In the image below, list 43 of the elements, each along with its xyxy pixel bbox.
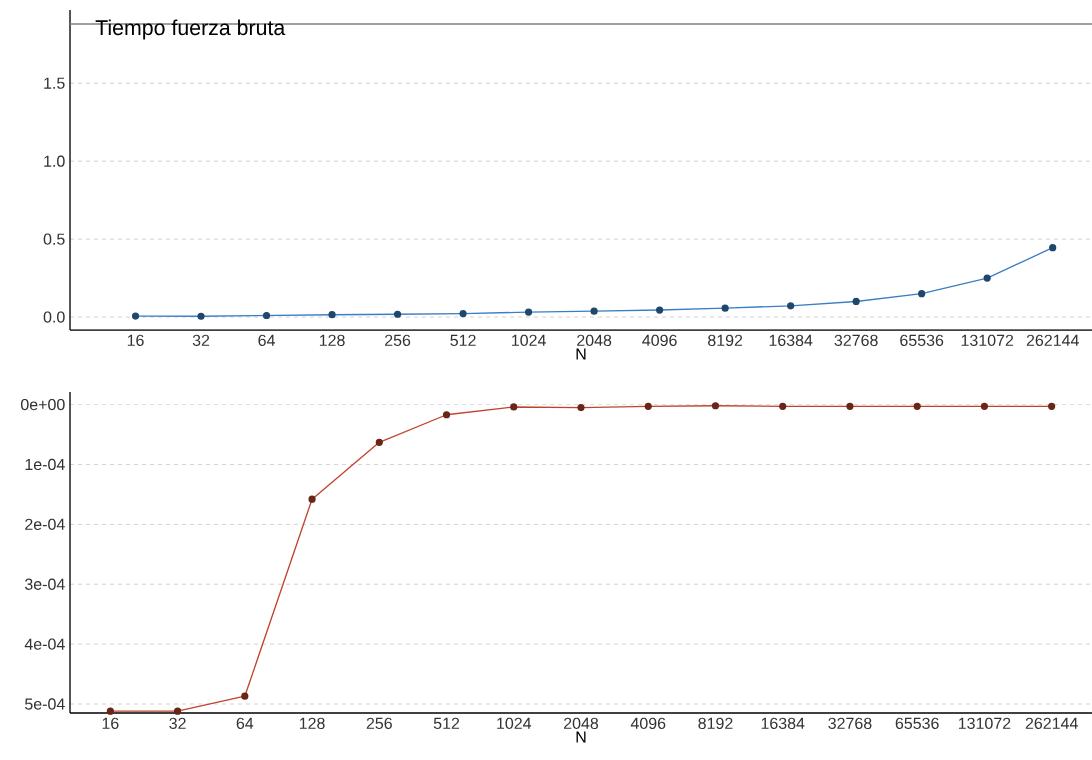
x-tick-label: 64 [236, 717, 254, 730]
x-tick-label: 16 [127, 334, 144, 347]
x-tick-label: 32 [192, 334, 210, 347]
x-axis-title: N [576, 731, 586, 743]
y-tick-label: 2e-04 [25, 518, 65, 530]
x-tick-label: 8192 [698, 717, 733, 730]
x-tick-label: 512 [450, 334, 476, 347]
y-tick-label: 4e-04 [24, 638, 65, 650]
x-tick-label: 262144 [1026, 334, 1079, 347]
x-tick-label: 2048 [564, 717, 599, 730]
x-tick-label: 128 [299, 717, 325, 730]
x-tick-label: 65536 [900, 334, 944, 347]
x-tick-label: 131072 [958, 717, 1011, 730]
y-tick-label: 0.5 [43, 233, 65, 245]
x-tick-label: 512 [433, 717, 460, 730]
y-tick-label: 1.0 [44, 155, 65, 167]
x-tick-label: 32768 [828, 717, 872, 730]
x-tick-label: 262144 [1025, 717, 1078, 730]
x-tick-label: 16 [102, 717, 119, 730]
x-tick-label: 2048 [577, 334, 612, 347]
chart-title: Tiempo fuerza bruta [95, 19, 286, 40]
x-tick-label: 256 [385, 334, 411, 347]
y-tick-label: 3e-04 [24, 578, 65, 590]
x-tick-label: 4096 [630, 717, 666, 730]
x-tick-label: 65536 [895, 717, 939, 730]
x-tick-label: 64 [258, 334, 275, 347]
x-tick-label: 256 [366, 717, 392, 730]
x-tick-label: 128 [319, 334, 345, 347]
x-tick-label: 16384 [769, 334, 813, 347]
x-tick-label: 16384 [761, 717, 805, 730]
y-tick-label: 1e-04 [25, 458, 65, 471]
y-tick-label: 5e-04 [25, 698, 65, 710]
x-tick-label: 4096 [642, 334, 677, 347]
x-tick-label: 1024 [497, 717, 532, 730]
y-tick-label: 0.0 [43, 311, 65, 323]
y-tick-label: 1.5 [44, 77, 65, 89]
y-tick-label: 0e+00 [20, 398, 65, 411]
x-tick-label: 32 [169, 717, 186, 730]
x-axis-title: N [576, 348, 586, 360]
x-tick-label: 32768 [834, 334, 878, 347]
x-tick-label: 8192 [708, 334, 743, 347]
x-tick-label: 131072 [961, 334, 1014, 347]
x-tick-label: 1024 [512, 334, 546, 347]
